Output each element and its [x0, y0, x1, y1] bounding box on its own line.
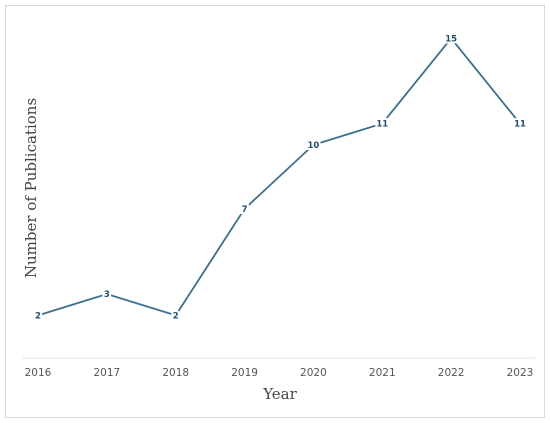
x-tick-label: 2023 [507, 367, 534, 379]
x-tick-label: 2021 [369, 367, 396, 379]
x-tick-label: 2020 [300, 367, 327, 379]
data-label: 10 [308, 141, 320, 151]
x-tick-label: 2019 [231, 367, 258, 379]
data-label: 2 [35, 311, 41, 321]
data-label: 15 [445, 34, 457, 44]
y-axis-title: Number of Publications [22, 98, 40, 278]
data-label: 2 [173, 311, 179, 321]
frame [5, 5, 545, 418]
x-tick-label: 2022 [438, 367, 465, 379]
x-tick-label: 2016 [25, 367, 52, 379]
x-axis-title: Year [262, 385, 297, 403]
data-label: 11 [376, 120, 388, 130]
data-label: 11 [514, 120, 526, 130]
x-tick-label: 2017 [93, 367, 120, 379]
x-tick-label: 2018 [162, 367, 189, 379]
data-label: 3 [104, 290, 110, 300]
data-label: 7 [242, 205, 248, 215]
data-line [37, 36, 521, 317]
